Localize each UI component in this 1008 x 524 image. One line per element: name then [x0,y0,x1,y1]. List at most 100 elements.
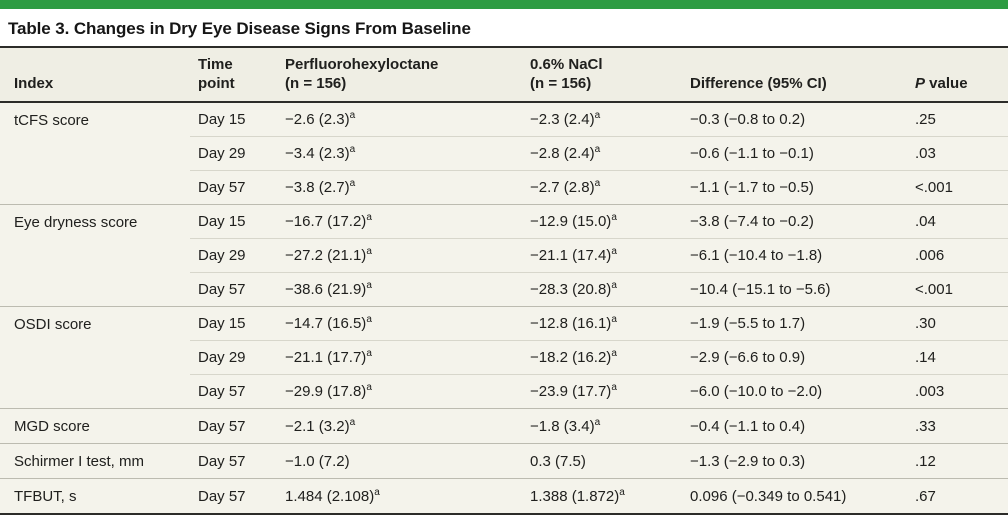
table-row: Day 29 −21.1 (17.7)a −18.2 (16.2)a −2.9 (−6… [0,340,1008,375]
footnote-marker: a [594,416,601,428]
footnote-marker: a [611,348,617,359]
table-row: OSDI score Day 15 −14.7 (16.5)a −12.8 (16.1… [0,306,1008,409]
difference-cell: −2.9 (−6.6 to 0.9) [682,340,907,375]
footnote-marker: a [366,280,372,291]
footnote-marker: a [349,416,356,428]
perfluorohexyloctane-cell: −27.2 (21.1)a [277,238,522,273]
column-header-pfho: Perfluorohexyloctane (n = 156) [277,46,522,103]
table-row: Day 29 −3.4 (2.3)a −2.8 (2.4)a −0.6 (−1.1 t… [0,136,1008,171]
table-row: tCFS score Day 15 −2.6 (2.3)a −2.3 (2.4)a −0… [0,101,1008,205]
footnote-marker: a [594,144,601,155]
perfluorohexyloctane-cell: −2.1 (3.2)a [277,408,522,444]
footnote-marker: a [366,246,372,257]
difference-cell: −0.6 (−1.1 to −0.1) [682,136,907,171]
time-point-cell: Day 29 [190,340,277,375]
p-value-cell: .03 [907,136,1008,171]
nacl-cell: −12.8 (16.1)a [522,306,682,341]
footnote-marker: a [366,348,372,359]
header-row: Index Time point Perfluorohexyloctane (n = 1… [0,46,1008,103]
time-point-cell: Day 57 [190,272,277,307]
difference-cell: −1.3 (−2.9 to 0.3) [682,443,907,479]
nacl-cell: 1.388 (1.872)a [522,478,682,514]
p-value-cell: .14 [907,340,1008,375]
footnote-marker: a [349,144,356,155]
time-point-cell: Day 57 [190,170,277,205]
footnote-marker: a [366,382,372,393]
perfluorohexyloctane-cell: −21.1 (17.7)a [277,340,522,375]
table-row: Day 57 −3.8 (2.7)a −2.7 (2.8)a −1.1 (−1.7 t… [0,170,1008,205]
footnote-marker: a [366,314,372,325]
p-value-cell: <.001 [907,170,1008,205]
time-point-cell: Day 29 [190,238,277,273]
nacl-cell: −2.8 (2.4)a [522,136,682,171]
difference-cell: −0.4 (−1.1 to 0.4) [682,408,907,444]
p-value-cell: .33 [907,408,1008,444]
nacl-cell: −2.7 (2.8)a [522,170,682,205]
table-row: Day 57 −29.9 (17.8)a −23.9 (17.7)a −6.0 (−1… [0,374,1008,409]
perfluorohexyloctane-cell: −16.7 (17.2)a [277,204,522,239]
footnote-marker: a [619,486,625,498]
index-cell: TFBUT, s [0,478,190,514]
perfluorohexyloctane-cell: 1.484 (2.108)a [277,478,522,514]
accent-bar [0,0,1008,9]
table-row: Day 57 −38.6 (21.9)a −28.3 (20.8)a −10.4 (−… [0,272,1008,307]
table-title: Table 3. Changes in Dry Eye Disease Sign… [8,19,471,38]
p-value-cell: .006 [907,238,1008,273]
p-value-cell: .12 [907,443,1008,479]
footnote-marker: a [349,110,356,121]
footnote-marker: a [611,212,617,223]
p-value-cell: .67 [907,478,1008,514]
perfluorohexyloctane-cell: −3.8 (2.7)a [277,170,522,205]
time-point-cell: Day 57 [190,408,277,444]
column-header-pvalue: P value [907,46,1008,103]
table-body: tCFS score Day 15 −2.6 (2.3)a −2.3 (2.4)a −0… [0,101,1008,514]
p-value-cell: <.001 [907,272,1008,307]
difference-cell: −3.8 (−7.4 to −0.2) [682,204,907,239]
footnote-marker: a [594,178,601,189]
table-row: MGD score Day 57 −2.1 (3.2)a −1.8 (3.4)a −0.… [0,408,1008,444]
index-cell: OSDI score [0,306,190,409]
difference-cell: −6.0 (−10.0 to −2.0) [682,374,907,409]
column-header-diff: Difference (95% CI) [682,46,907,103]
italic-p: P [915,75,926,92]
perfluorohexyloctane-cell: −3.4 (2.3)a [277,136,522,171]
perfluorohexyloctane-cell: −14.7 (16.5)a [277,306,522,341]
table-head: Index Time point Perfluorohexyloctane (n = 1… [0,46,1008,103]
difference-cell: −1.1 (−1.7 to −0.5) [682,170,907,205]
nacl-cell: 0.3 (7.5) [522,443,682,479]
time-point-cell: Day 15 [190,204,277,239]
time-point-cell: Day 15 [190,101,277,137]
column-header-time: Time point [190,46,277,103]
nacl-cell: −1.8 (3.4)a [522,408,682,444]
difference-cell: −10.4 (−15.1 to −5.6) [682,272,907,307]
footnote-marker: a [349,178,356,189]
table-row: Eye dryness score Day 15 −16.7 (17.2)a −12.… [0,204,1008,307]
footnote-marker: a [611,382,617,393]
difference-cell: −6.1 (−10.4 to −1.8) [682,238,907,273]
index-cell: Eye dryness score [0,204,190,307]
column-header-index: Index [0,46,190,103]
difference-cell: −1.9 (−5.5 to 1.7) [682,306,907,341]
nacl-cell: −2.3 (2.4)a [522,101,682,137]
nacl-cell: −12.9 (15.0)a [522,204,682,239]
perfluorohexyloctane-cell: −2.6 (2.3)a [277,101,522,137]
nacl-cell: −28.3 (20.8)a [522,272,682,307]
perfluorohexyloctane-cell: −38.6 (21.9)a [277,272,522,307]
footnote-marker: a [611,314,617,325]
p-value-cell: .25 [907,101,1008,137]
time-point-cell: Day 29 [190,136,277,171]
index-cell: Schirmer I test, mm [0,443,190,479]
results-table: Index Time point Perfluorohexyloctane (n = 1… [0,46,1008,515]
column-header-nacl: 0.6% NaCl (n = 156) [522,46,682,103]
difference-cell: 0.096 (−0.349 to 0.541) [682,478,907,514]
footnote-marker: a [611,280,617,291]
index-cell: tCFS score [0,101,190,205]
p-value-cell: .30 [907,306,1008,341]
footnote-marker: a [366,212,372,223]
nacl-cell: −18.2 (16.2)a [522,340,682,375]
nacl-cell: −21.1 (17.4)a [522,238,682,273]
p-value-cell: .003 [907,374,1008,409]
difference-cell: −0.3 (−0.8 to 0.2) [682,101,907,137]
perfluorohexyloctane-cell: −29.9 (17.8)a [277,374,522,409]
